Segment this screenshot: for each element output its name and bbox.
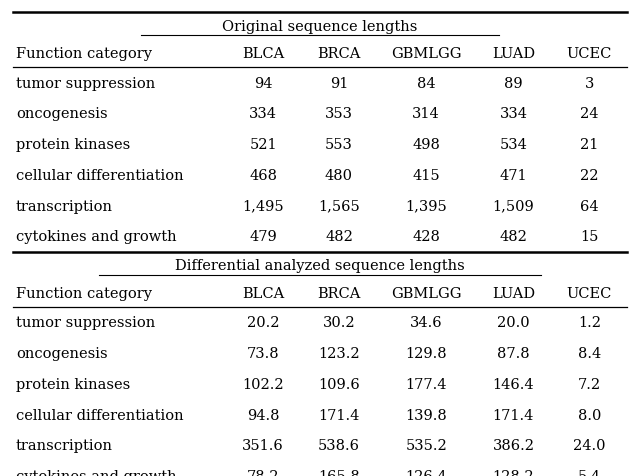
Text: UCEC: UCEC <box>566 47 612 61</box>
Text: 126.4: 126.4 <box>405 469 447 476</box>
Text: 109.6: 109.6 <box>318 377 360 391</box>
Text: 15: 15 <box>580 230 598 244</box>
Text: 94.8: 94.8 <box>247 408 280 422</box>
Text: 24: 24 <box>580 107 598 121</box>
Text: BRCA: BRCA <box>317 287 361 300</box>
Text: 498: 498 <box>412 138 440 152</box>
Text: LUAD: LUAD <box>492 47 535 61</box>
Text: 34.6: 34.6 <box>410 316 442 330</box>
Text: 482: 482 <box>499 230 527 244</box>
Text: 64: 64 <box>580 199 598 213</box>
Text: GBMLGG: GBMLGG <box>391 47 461 61</box>
Text: 139.8: 139.8 <box>405 408 447 422</box>
Text: 84: 84 <box>417 77 435 90</box>
Text: 534: 534 <box>499 138 527 152</box>
Text: 177.4: 177.4 <box>406 377 447 391</box>
Text: 521: 521 <box>250 138 277 152</box>
Text: 1,509: 1,509 <box>493 199 534 213</box>
Text: 171.4: 171.4 <box>493 408 534 422</box>
Text: transcription: transcription <box>16 438 113 452</box>
Text: GBMLGG: GBMLGG <box>391 287 461 300</box>
Text: 24.0: 24.0 <box>573 438 605 452</box>
Text: 21: 21 <box>580 138 598 152</box>
Text: BLCA: BLCA <box>242 287 284 300</box>
Text: cellular differentiation: cellular differentiation <box>16 169 184 182</box>
Text: 1,395: 1,395 <box>405 199 447 213</box>
Text: 91: 91 <box>330 77 348 90</box>
Text: cytokines and growth: cytokines and growth <box>16 230 177 244</box>
Text: Differential analyzed sequence lengths: Differential analyzed sequence lengths <box>175 259 465 273</box>
Text: 73.8: 73.8 <box>247 347 280 360</box>
Text: 20.0: 20.0 <box>497 316 530 330</box>
Text: UCEC: UCEC <box>566 287 612 300</box>
Text: 128.2: 128.2 <box>493 469 534 476</box>
Text: 171.4: 171.4 <box>318 408 360 422</box>
Text: BRCA: BRCA <box>317 47 361 61</box>
Text: 351.6: 351.6 <box>242 438 284 452</box>
Text: 146.4: 146.4 <box>493 377 534 391</box>
Text: 535.2: 535.2 <box>405 438 447 452</box>
Text: 334: 334 <box>499 107 527 121</box>
Text: Original sequence lengths: Original sequence lengths <box>222 20 418 34</box>
Text: 30.2: 30.2 <box>323 316 355 330</box>
Text: 471: 471 <box>500 169 527 182</box>
Text: 553: 553 <box>325 138 353 152</box>
Text: 78.2: 78.2 <box>247 469 280 476</box>
Text: 538.6: 538.6 <box>318 438 360 452</box>
Text: protein kinases: protein kinases <box>16 138 131 152</box>
Text: 3: 3 <box>584 77 594 90</box>
Text: tumor suppression: tumor suppression <box>16 316 156 330</box>
Text: 7.2: 7.2 <box>578 377 601 391</box>
Text: 480: 480 <box>325 169 353 182</box>
Text: 8.4: 8.4 <box>578 347 601 360</box>
Text: 468: 468 <box>249 169 277 182</box>
Text: oncogenesis: oncogenesis <box>16 347 108 360</box>
Text: 94: 94 <box>254 77 273 90</box>
Text: 482: 482 <box>325 230 353 244</box>
Text: 479: 479 <box>249 230 277 244</box>
Text: oncogenesis: oncogenesis <box>16 107 108 121</box>
Text: 89: 89 <box>504 77 523 90</box>
Text: protein kinases: protein kinases <box>16 377 131 391</box>
Text: 87.8: 87.8 <box>497 347 530 360</box>
Text: 102.2: 102.2 <box>243 377 284 391</box>
Text: 123.2: 123.2 <box>318 347 360 360</box>
Text: 22: 22 <box>580 169 598 182</box>
Text: 8.0: 8.0 <box>577 408 601 422</box>
Text: cytokines and growth: cytokines and growth <box>16 469 177 476</box>
Text: BLCA: BLCA <box>242 47 284 61</box>
Text: 314: 314 <box>412 107 440 121</box>
Text: transcription: transcription <box>16 199 113 213</box>
Text: 1.2: 1.2 <box>578 316 601 330</box>
Text: 20.2: 20.2 <box>247 316 280 330</box>
Text: Function category: Function category <box>16 47 152 61</box>
Text: 5.4: 5.4 <box>578 469 601 476</box>
Text: 386.2: 386.2 <box>492 438 534 452</box>
Text: Function category: Function category <box>16 287 152 300</box>
Text: 428: 428 <box>412 230 440 244</box>
Text: 353: 353 <box>325 107 353 121</box>
Text: 415: 415 <box>412 169 440 182</box>
Text: LUAD: LUAD <box>492 287 535 300</box>
Text: cellular differentiation: cellular differentiation <box>16 408 184 422</box>
Text: 165.8: 165.8 <box>318 469 360 476</box>
Text: 1,495: 1,495 <box>243 199 284 213</box>
Text: 334: 334 <box>249 107 277 121</box>
Text: 1,565: 1,565 <box>318 199 360 213</box>
Text: tumor suppression: tumor suppression <box>16 77 156 90</box>
Text: 129.8: 129.8 <box>405 347 447 360</box>
